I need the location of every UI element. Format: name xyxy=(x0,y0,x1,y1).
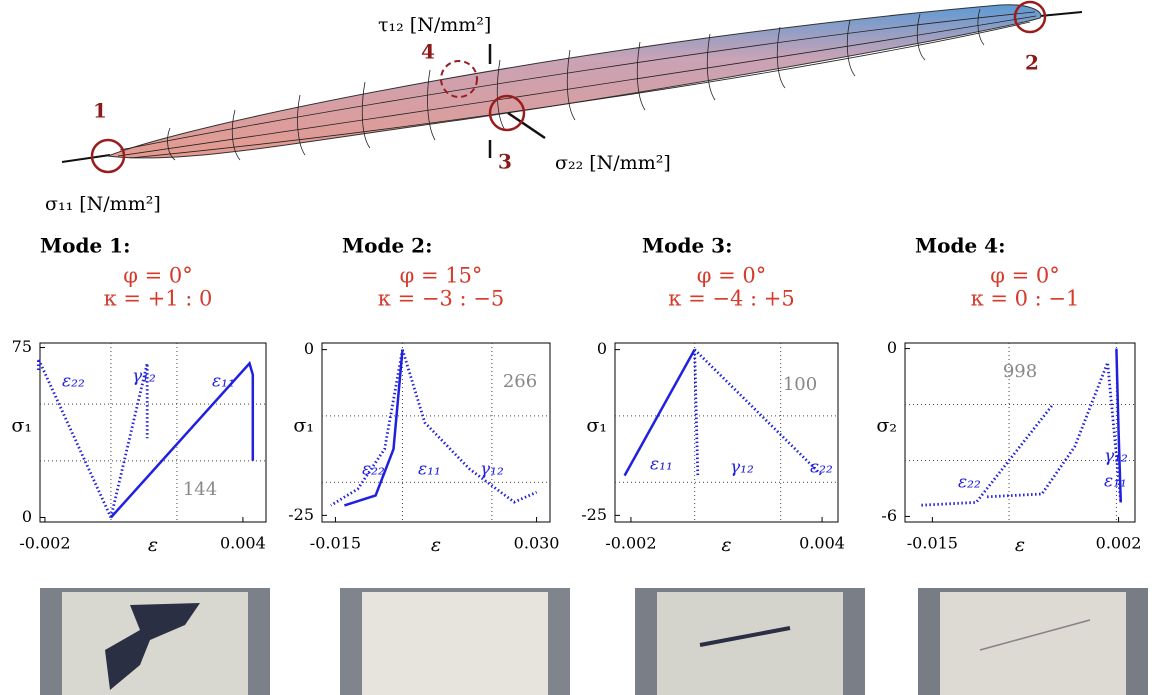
failure-envelope xyxy=(61,0,1083,174)
annotation: 144 xyxy=(183,479,217,500)
data-line xyxy=(344,349,404,507)
plot-frame xyxy=(904,342,1136,523)
series-label: ε₁₁ xyxy=(650,455,673,475)
y-tick-label: 0 xyxy=(597,339,607,358)
point-label: 3 xyxy=(498,150,512,174)
series-label: γ₁₂ xyxy=(1104,447,1128,467)
data-line xyxy=(330,349,404,507)
chart-title: Mode 2: xyxy=(342,234,432,258)
y-tick-label: 0 xyxy=(304,339,314,358)
series-label: ε₁₁ xyxy=(418,460,441,480)
series-label: ε₁₁ xyxy=(1104,472,1127,492)
point-label: 4 xyxy=(421,40,435,64)
x-tick-label: 0.004 xyxy=(220,534,266,553)
chart-title: Mode 4: xyxy=(915,234,1005,258)
data-line xyxy=(1115,348,1123,503)
series-label: ε₂₂ xyxy=(62,372,85,392)
y-tick-label: -6 xyxy=(881,506,897,525)
chart-subtitle: κ = −3 : −5 xyxy=(378,287,504,311)
chart-title: Mode 3: xyxy=(642,234,732,258)
y-tick-label: 0 xyxy=(22,507,32,526)
y-axis-label: σ₁ xyxy=(586,415,607,437)
series-label: ε₂₂ xyxy=(362,460,385,480)
chart-subtitle: φ = 0° xyxy=(990,264,1060,288)
series-label: ε₂₂ xyxy=(958,473,981,493)
data-line xyxy=(693,348,824,477)
point-label: 1 xyxy=(93,99,107,123)
chart-subtitle: φ = 15° xyxy=(400,264,483,288)
annotation: 998 xyxy=(1003,361,1037,382)
chart-subtitle: κ = 0 : −1 xyxy=(971,287,1080,311)
point-label: 2 xyxy=(1025,51,1039,75)
y-tick-label: 75 xyxy=(12,337,32,356)
x-tick-label: 0.004 xyxy=(799,534,845,553)
y-tick-label: -25 xyxy=(581,505,607,524)
data-line xyxy=(987,362,1123,503)
x-tick-label: -0.015 xyxy=(907,534,958,553)
x-axis-label: ε xyxy=(148,534,158,556)
data-line xyxy=(623,348,696,477)
y-tick-label: -25 xyxy=(288,505,314,524)
series-label: ε₁₁ xyxy=(212,372,235,392)
chart-title: Mode 1: xyxy=(40,234,130,258)
series-label: γ₁₂ xyxy=(480,460,504,480)
chart-subtitle: κ = +1 : 0 xyxy=(104,287,213,311)
data-line xyxy=(921,403,1055,507)
y-axis-label: σ₁ xyxy=(11,415,32,437)
annotation: 100 xyxy=(783,374,817,395)
axis-label: σ₂₂ [N/mm²] xyxy=(555,152,671,174)
axis-label: σ₁₁ [N/mm²] xyxy=(45,193,161,215)
x-tick-label: -0.002 xyxy=(19,534,70,553)
x-axis-label: ε xyxy=(721,534,731,556)
series-label: γ₁₂ xyxy=(730,458,754,478)
chart-subtitle: φ = 0° xyxy=(123,264,193,288)
axis-label: τ₁₂ [N/mm²] xyxy=(378,14,491,36)
chart-subtitle: φ = 0° xyxy=(697,264,767,288)
plot-frame xyxy=(39,342,267,523)
y-axis-label: σ₂ xyxy=(876,415,897,437)
x-tick-label: 0.002 xyxy=(1096,534,1142,553)
x-tick-label: -0.015 xyxy=(310,534,361,553)
x-tick-label: 0.030 xyxy=(514,534,560,553)
plot-frame xyxy=(321,342,551,523)
data-line xyxy=(109,363,149,518)
y-tick-label: 0 xyxy=(887,338,897,357)
y-axis-label: σ₁ xyxy=(293,415,314,437)
plot-frame xyxy=(614,342,839,523)
x-axis-label: ε xyxy=(431,534,441,556)
series-label: ε₂₂ xyxy=(810,458,833,478)
chart-subtitle: κ = −4 : +5 xyxy=(668,287,794,311)
data-line xyxy=(401,349,538,504)
x-tick-label: -0.002 xyxy=(605,534,656,553)
series-label: γ₁₂ xyxy=(132,367,156,387)
specimen-photos xyxy=(40,588,1148,695)
x-axis-label: ε xyxy=(1015,534,1025,556)
data-line xyxy=(693,349,700,476)
annotation: 266 xyxy=(503,371,537,392)
data-line xyxy=(109,360,255,519)
